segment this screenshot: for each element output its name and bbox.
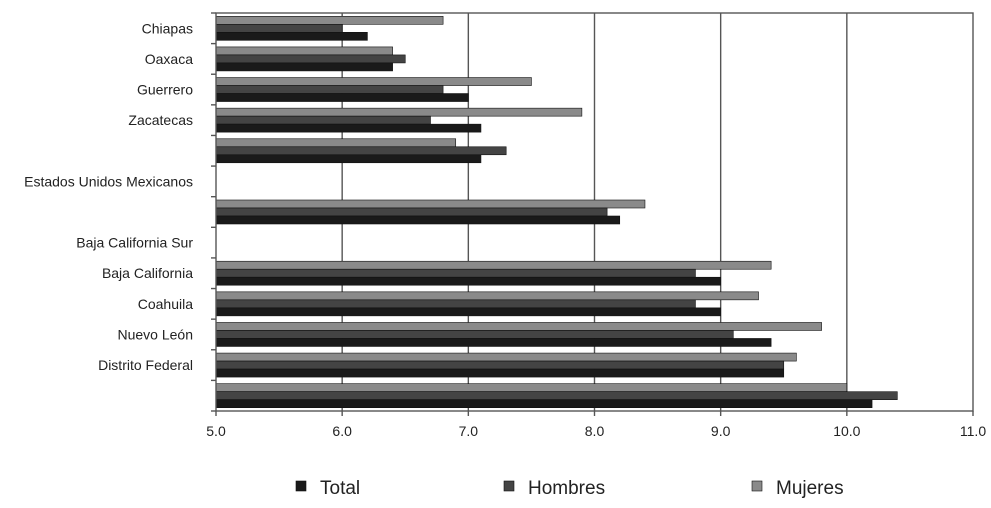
category-label: Chiapas xyxy=(142,20,193,36)
legend-swatch-hombres xyxy=(503,480,515,492)
bar-mujeres xyxy=(215,352,797,362)
bar-mujeres xyxy=(215,291,759,301)
bar-hombres xyxy=(215,391,898,400)
x-tick-label: 5.0 xyxy=(206,423,226,439)
bar-total xyxy=(215,154,482,164)
bar-hombres xyxy=(215,268,696,278)
category-labels: Chiapas Oaxaca Guerrero Zacatecas Estados Un… xyxy=(24,20,193,373)
category-label: Nuevo León xyxy=(117,326,193,342)
bar-total xyxy=(215,399,873,408)
bar-mujeres xyxy=(215,138,457,148)
x-tick-label: 8.0 xyxy=(585,423,605,439)
category-label: Baja California xyxy=(102,265,193,281)
bar-total xyxy=(215,307,721,317)
bar-hombres xyxy=(215,24,343,33)
bar-total xyxy=(215,93,469,102)
x-tick-label: 10.0 xyxy=(833,423,860,439)
bar-total xyxy=(215,368,785,378)
category-label: Oaxaca xyxy=(145,51,193,67)
x-tick-label: 11.0 xyxy=(960,423,986,439)
x-tick-label: 7.0 xyxy=(459,423,479,439)
legend-label-total: Total xyxy=(320,478,360,499)
legend-swatch-mujeres xyxy=(751,480,763,492)
category-label: Estados Unidos Mexicanos xyxy=(24,173,193,189)
category-label: Baja California Sur xyxy=(76,235,193,251)
bar-mujeres xyxy=(215,199,646,209)
bar-mujeres xyxy=(215,16,444,25)
bar-hombres xyxy=(215,54,406,64)
category-label: Guerrero xyxy=(137,82,193,98)
bar-total xyxy=(215,123,482,133)
category-label: Distrito Federal xyxy=(98,357,193,373)
bar-total xyxy=(215,62,393,72)
bar-mujeres xyxy=(215,383,848,392)
legend-label-mujeres: Mujeres xyxy=(776,478,844,499)
bar-mujeres xyxy=(215,77,532,86)
bar-hombres xyxy=(215,207,608,217)
bar-hombres xyxy=(215,330,734,339)
bar-hombres xyxy=(215,146,507,156)
x-tick-label: 9.0 xyxy=(711,423,731,439)
legend: Total Hombres Mujeres xyxy=(295,478,844,499)
bar-mujeres xyxy=(215,322,822,331)
legend-label-hombres: Hombres xyxy=(528,478,605,499)
category-label: Coahuila xyxy=(138,296,193,312)
bar-total xyxy=(215,338,772,347)
bars xyxy=(215,16,898,408)
bar-mujeres xyxy=(215,260,772,270)
category-label: Zacatecas xyxy=(128,112,193,128)
bar-mujeres xyxy=(215,107,583,117)
bar-mujeres xyxy=(215,46,393,56)
legend-swatch-total xyxy=(295,480,307,492)
bar-hombres xyxy=(215,299,696,309)
bar-total xyxy=(215,276,721,286)
x-axis-ticks: 5.0 6.0 7.0 8.0 9.0 10.0 11.0 xyxy=(206,12,986,439)
bar-hombres xyxy=(215,360,785,370)
bar-total xyxy=(215,32,368,41)
x-tick-label: 6.0 xyxy=(332,423,352,439)
bar-hombres xyxy=(215,85,444,94)
bar-total xyxy=(215,215,621,225)
bar-hombres xyxy=(215,115,431,125)
